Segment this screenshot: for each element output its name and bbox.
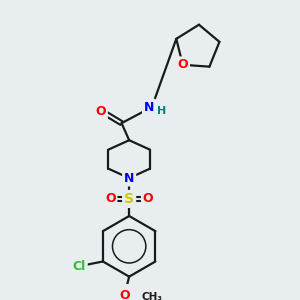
Text: CH₃: CH₃ [142,292,163,300]
Text: O: O [105,193,116,206]
Text: N: N [124,172,134,184]
Text: H: H [157,106,166,116]
Text: O: O [95,105,106,118]
Text: O: O [143,193,153,206]
Text: N: N [144,100,154,114]
Text: S: S [124,192,134,206]
Text: Cl: Cl [73,260,86,273]
Text: O: O [119,289,130,300]
Text: O: O [177,58,188,71]
